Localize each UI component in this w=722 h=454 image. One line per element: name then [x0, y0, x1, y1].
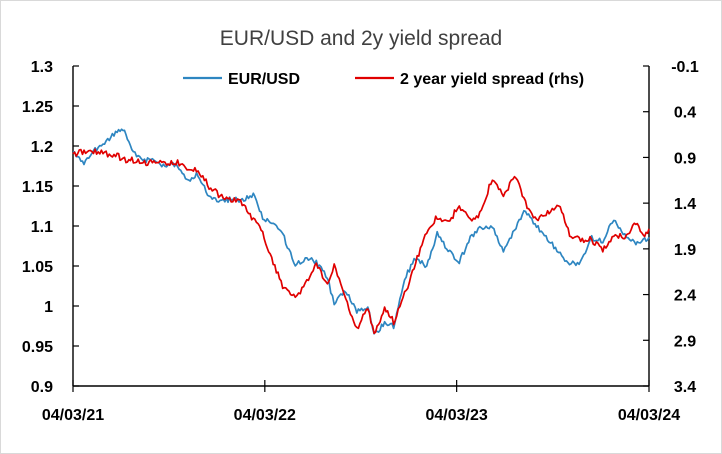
y-right-tick-label: -0.1 [671, 59, 699, 76]
x-tick-label: 04/03/23 [426, 407, 488, 424]
y-left-tick-label: 1 [44, 299, 53, 316]
yield-spread-series-line [72, 148, 650, 335]
y-right-tick-label: 1.9 [674, 242, 696, 259]
y-left-tick-label: 1.05 [22, 259, 53, 276]
x-tick-label: 04/03/21 [42, 407, 104, 424]
y-right-tick-label: 2.4 [674, 288, 696, 305]
y-right-tick-label: 3.4 [674, 379, 696, 396]
y-right-tick-label: 1.4 [674, 196, 696, 213]
y-left-tick-label: 1.25 [22, 99, 53, 116]
y-left-tick-label: 1.3 [31, 59, 53, 76]
legend: EUR/USD 2 year yield spread (rhs) [183, 71, 584, 88]
chart-title: EUR/USD and 2y yield spread [220, 27, 502, 50]
y-right-tick-label: 2.9 [674, 333, 696, 350]
x-tick-label: 04/03/24 [618, 407, 680, 424]
series-layer [72, 128, 650, 335]
y-left-tick-label: 1.2 [31, 139, 53, 156]
y-left-tick-label: 1.1 [31, 219, 53, 236]
legend-label-yield-spread: 2 year yield spread (rhs) [400, 71, 584, 88]
y-right-tick-label: 0.4 [674, 105, 696, 122]
y-left-tick-label: 1.15 [22, 179, 53, 196]
y-right-tick-label: 0.9 [674, 150, 696, 167]
x-tick-label: 04/03/22 [234, 407, 296, 424]
legend-label-eurusd: EUR/USD [228, 71, 300, 88]
axes: 1.3 1.25 1.2 1.15 1.1 1.05 1 0.95 0.9 -0.1 0.4 0.9 1… [22, 59, 699, 424]
y-left-tick-label: 0.95 [22, 339, 53, 356]
y-left-tick-label: 0.9 [31, 379, 53, 396]
eurusd-series-line [72, 128, 650, 335]
